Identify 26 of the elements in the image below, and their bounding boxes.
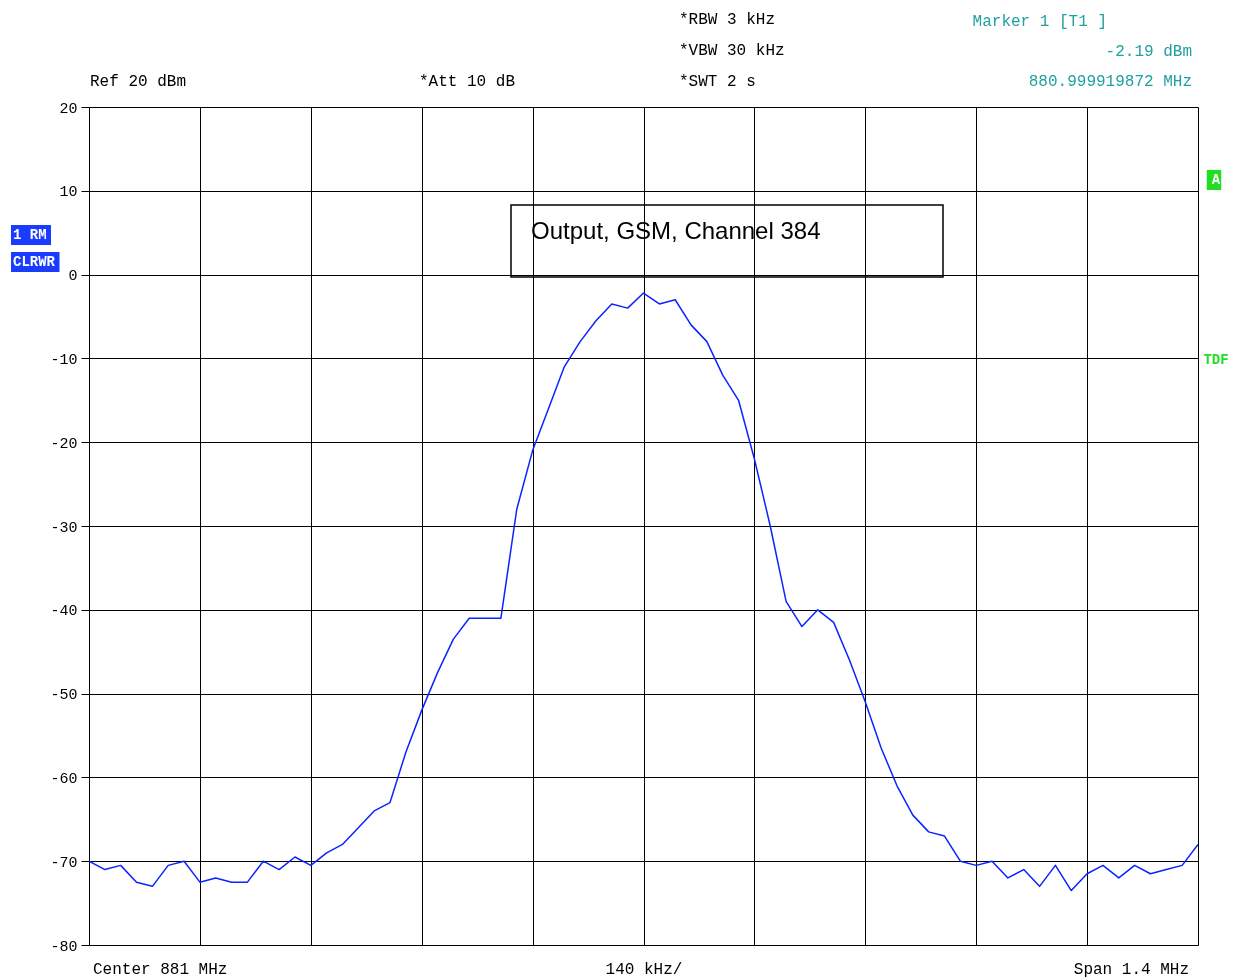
text: Span 1.4 MHz [1073, 961, 1189, 979]
text: *Att 10 dB [419, 73, 516, 91]
text: 140 kHz/ [605, 961, 683, 979]
y-tick-label: 20 [59, 100, 78, 118]
y-tick-label: -50 [50, 687, 78, 705]
text: *RBW 3 kHz [679, 11, 776, 29]
y-tick-label: -60 [50, 770, 78, 788]
text: *SWT 2 s [679, 73, 756, 91]
text: Ref 20 dBm [90, 73, 187, 91]
y-tick-label: -70 [50, 854, 78, 872]
text: Center 881 MHz [93, 961, 228, 979]
y-tick-label: -30 [50, 519, 78, 537]
text: A [1211, 172, 1221, 188]
y-tick-label: 0 [68, 268, 78, 286]
y-tick-label: -10 [50, 351, 78, 369]
y-tick-label: -20 [50, 435, 78, 453]
text: Marker 1 [T1 ] [972, 13, 1107, 31]
text: CLRWR [13, 254, 56, 270]
y-tick-label: -40 [50, 603, 78, 621]
y-tick-label: 10 [59, 184, 78, 202]
y-tick-label: -80 [50, 938, 78, 956]
text: *VBW 30 kHz [679, 42, 785, 60]
text: TDF [1203, 352, 1229, 368]
text: 880.999919872 MHz [1028, 73, 1192, 91]
text: -2.19 dBm [1105, 43, 1192, 61]
text: 1 RM [13, 227, 47, 243]
